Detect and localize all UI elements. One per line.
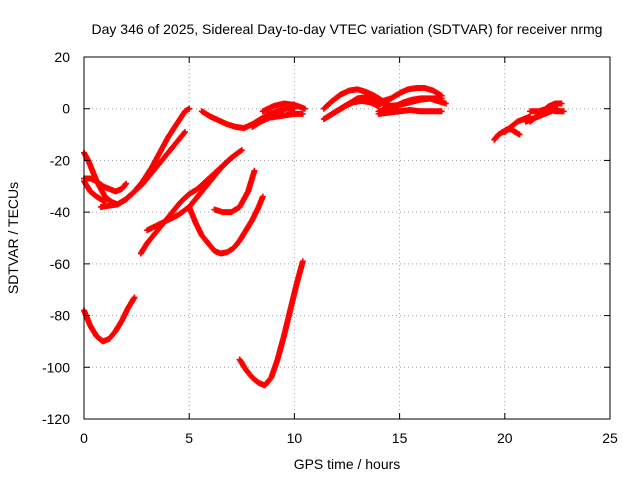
data-point bbox=[299, 258, 306, 265]
axis-ticks: 0 5 10 15 20 25 -120 -100 -80 -60 -40 -20 0 20 bbox=[42, 49, 618, 446]
grid-lines bbox=[84, 57, 610, 419]
data-series bbox=[186, 193, 266, 257]
y-tick-label: -20 bbox=[50, 152, 70, 168]
y-tick-label: -120 bbox=[42, 411, 70, 427]
data-point bbox=[516, 131, 523, 138]
data-point bbox=[123, 180, 130, 187]
x-axis-label: GPS time / hours bbox=[294, 456, 401, 472]
y-tick-label: 0 bbox=[62, 101, 70, 117]
data-point bbox=[122, 181, 129, 188]
y-tick-label: -80 bbox=[50, 308, 70, 324]
data-series bbox=[371, 85, 445, 107]
data-point bbox=[554, 105, 561, 112]
data-point bbox=[237, 147, 244, 154]
data-point bbox=[438, 95, 445, 102]
data-series bbox=[144, 147, 245, 234]
data-series bbox=[81, 294, 138, 345]
data-series bbox=[375, 107, 445, 117]
y-tick-label: -40 bbox=[50, 204, 70, 220]
x-tick-label: 10 bbox=[287, 430, 303, 446]
data-point bbox=[181, 128, 188, 135]
x-tick-label: 15 bbox=[392, 430, 408, 446]
data-series bbox=[114, 128, 188, 208]
y-axis-label: SDTVAR / TECUs bbox=[5, 182, 21, 294]
data-series bbox=[501, 113, 534, 135]
x-tick-label: 5 bbox=[185, 430, 193, 446]
x-tick-label: 0 bbox=[80, 430, 88, 446]
data-point bbox=[299, 110, 306, 117]
data-series bbox=[81, 178, 109, 205]
data-series bbox=[259, 100, 308, 115]
x-tick-label: 20 bbox=[497, 430, 513, 446]
data-series bbox=[249, 110, 306, 130]
data-point bbox=[238, 147, 245, 154]
chart-title: Day 346 of 2025, Sidereal Day-to-day VTE… bbox=[92, 21, 603, 37]
data-point bbox=[558, 100, 565, 107]
data-series bbox=[386, 95, 445, 110]
plot-frame bbox=[83, 56, 611, 420]
x-tick-label: 25 bbox=[602, 430, 618, 446]
data-point bbox=[442, 100, 449, 107]
data-point bbox=[181, 130, 188, 137]
data-series bbox=[81, 149, 121, 208]
y-tick-label: 20 bbox=[54, 49, 70, 65]
y-tick-label: -100 bbox=[42, 359, 70, 375]
data-point bbox=[560, 108, 567, 115]
y-tick-label: -60 bbox=[50, 256, 70, 272]
data-point bbox=[438, 108, 445, 115]
data-series bbox=[211, 167, 258, 216]
data-point bbox=[131, 294, 138, 301]
data-point bbox=[259, 193, 266, 200]
data-points bbox=[81, 85, 567, 389]
data-series bbox=[236, 258, 306, 389]
data-point bbox=[251, 167, 258, 174]
data-series bbox=[522, 105, 561, 125]
data-point bbox=[301, 105, 308, 112]
data-point bbox=[186, 105, 193, 112]
